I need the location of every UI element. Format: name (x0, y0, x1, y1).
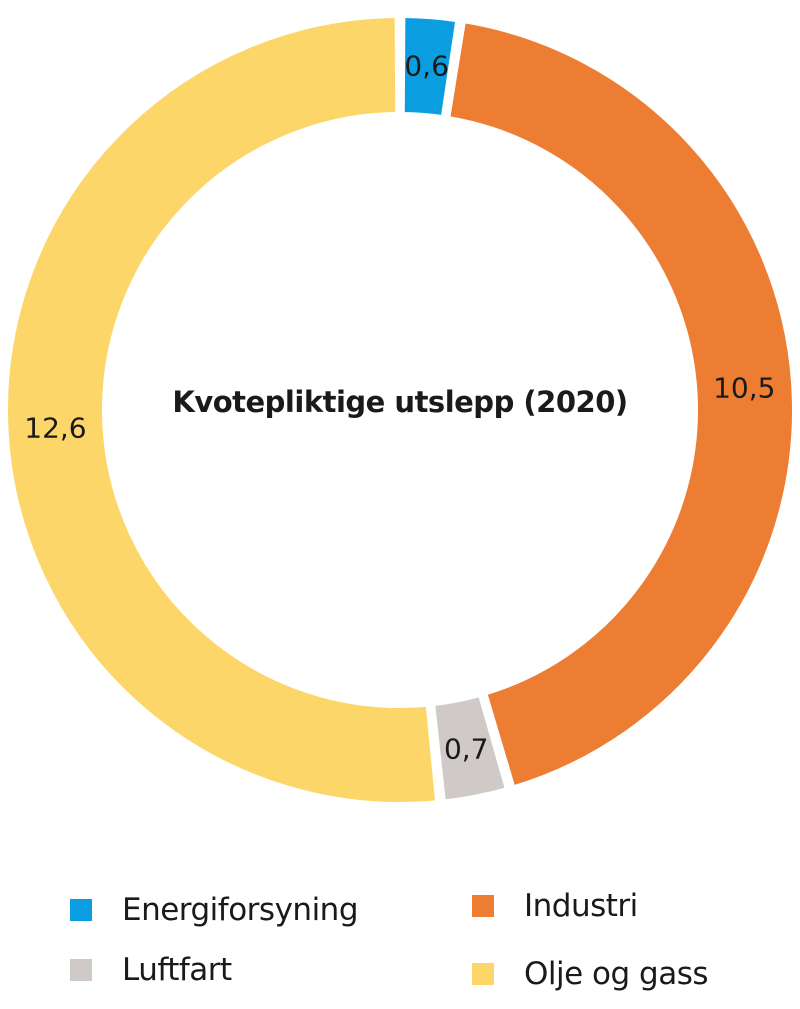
segment-value-label: 10,5 (713, 371, 776, 405)
legend-swatch-olje-og-gass (472, 963, 494, 985)
segment-value-label: 12,6 (24, 411, 87, 445)
legend-label: Olje og gass (524, 956, 709, 992)
segment-value-label: 0,6 (404, 49, 449, 83)
donut-segment-olje-og-gass (2, 11, 442, 808)
donut-segment-luftfart (428, 690, 512, 806)
legend-item-olje-og-gass: Olje og gass (472, 956, 709, 992)
legend-swatch-industri (472, 895, 494, 917)
legend-swatch-energiforsyning (70, 899, 92, 921)
legend-item-luftfart: Luftfart (70, 952, 232, 988)
segment-value-label: 0,7 (443, 732, 489, 766)
legend-label: Luftfart (122, 952, 232, 988)
donut-segment-energiforsyning (398, 11, 462, 122)
legend-label: Industri (524, 888, 638, 924)
legend-item-industri: Industri (472, 888, 638, 924)
legend-label: Energiforsyning (122, 892, 359, 928)
legend: Energiforsyning Industri Luftfart Olje o… (0, 880, 800, 1009)
legend-item-energiforsyning: Energiforsyning (70, 892, 359, 928)
donut-segment-industri (443, 16, 798, 793)
donut-chart (2, 11, 798, 808)
chart-title: Kvotepliktige utslepp (2020) (172, 385, 628, 419)
legend-swatch-luftfart (70, 959, 92, 981)
